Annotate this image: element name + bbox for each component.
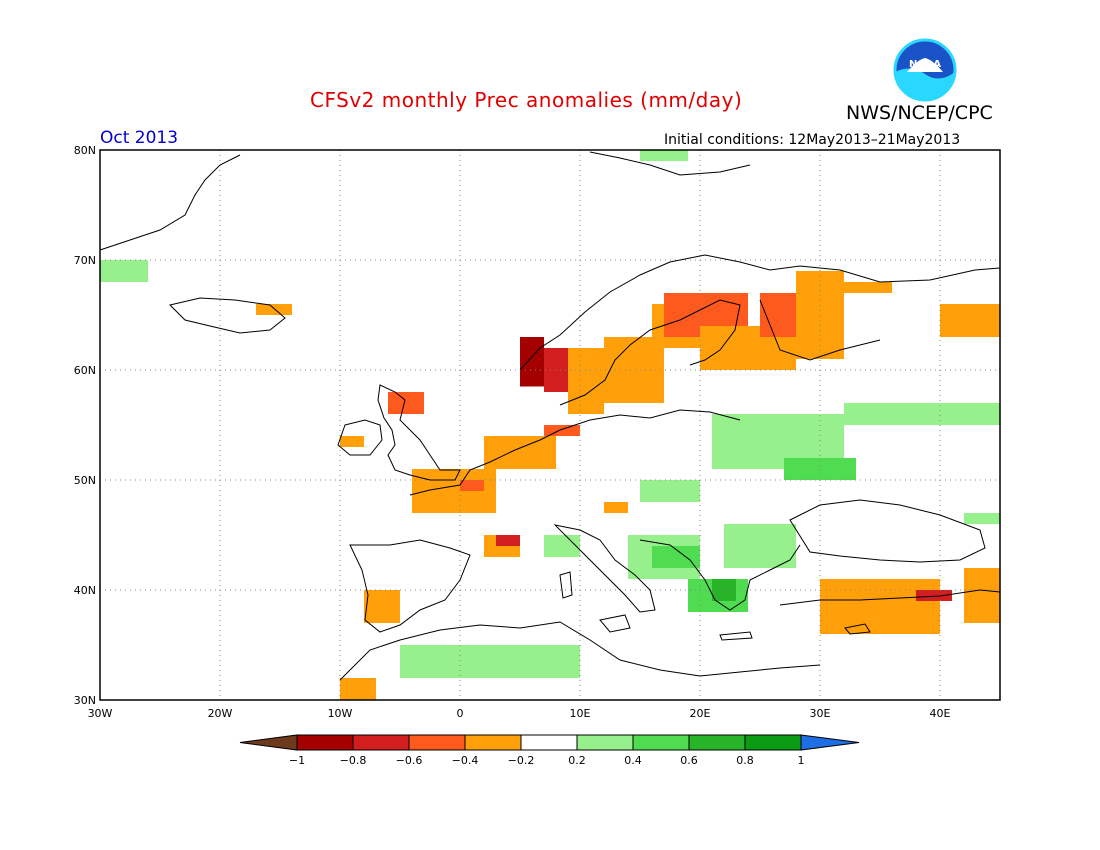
coastline-turkey [779, 589, 1001, 606]
anomaly-cell [604, 502, 628, 513]
lat-tick-label: 40N [74, 584, 96, 597]
anomaly-cell [964, 513, 1000, 524]
coastline-ireland [337, 419, 383, 456]
anomaly-cell [784, 458, 856, 480]
colorbar-swatch [688, 734, 746, 751]
colorbar-swatch [520, 734, 578, 751]
lat-tick-label: 80N [74, 144, 96, 157]
map-frame [99, 149, 1001, 701]
colorbar-label: −0.2 [508, 754, 535, 767]
svg-text:NOAA: NOAA [909, 59, 941, 70]
noaa-logo-icon: NOAA [893, 38, 957, 102]
anomaly-cell [844, 403, 1000, 425]
anomaly-cell [724, 524, 796, 568]
lon-tick-label: 10E [570, 707, 591, 720]
anomaly-cell [340, 678, 376, 700]
coastline-sweden-baltic [559, 299, 741, 406]
map-gridlines [100, 150, 1000, 700]
lon-tick-label: 10W [328, 707, 353, 720]
anomaly-cell [544, 425, 580, 436]
anomaly-cell [940, 304, 1000, 337]
colorbar-label: −1 [289, 754, 305, 767]
colorbar-swatch [576, 734, 634, 751]
colorbar-swatch [464, 734, 522, 751]
anomaly-cell [484, 436, 556, 469]
lat-tick-label: 50N [74, 474, 96, 487]
coastline-iceland [169, 297, 286, 334]
colorbar-swatches [239, 734, 860, 751]
colorbar-label: −0.4 [452, 754, 479, 767]
lat-tick-label: 70N [74, 254, 96, 267]
colorbar-low-arrow [239, 734, 298, 751]
forecast-month: Oct 2013 [100, 128, 179, 148]
lat-tick-label: 60N [74, 364, 96, 377]
lon-tick-label: 30W [88, 707, 113, 720]
anomaly-cell [640, 480, 700, 502]
anomaly-cell [916, 590, 952, 601]
coastline-cyprus [844, 623, 871, 635]
coastline-balkans [639, 539, 801, 611]
anomaly-cell [520, 337, 544, 387]
anomaly-cells [100, 150, 1000, 700]
chart-title: CFSv2 monthly Prec anomalies (mm/day) [310, 88, 743, 112]
colorbar-label: −0.8 [340, 754, 367, 767]
lon-tick-label: 20E [690, 707, 711, 720]
colorbar-label: 1 [798, 754, 805, 767]
colorbar-label: 0.2 [568, 754, 586, 767]
colorbar-swatch [632, 734, 690, 751]
anomaly-cell [640, 150, 688, 161]
coastline-great-britain [377, 384, 461, 481]
coastline-sardinia [559, 571, 573, 599]
lon-tick-label: 0 [457, 707, 464, 720]
colorbar-swatch [744, 734, 802, 751]
anomaly-cell [652, 546, 700, 568]
anomaly-cell [964, 568, 1000, 623]
axis-tick-labels: 30W 20W 10W 0 10E 20E 30E 40E 30N 40N 50N 60N 70N 80N [74, 144, 951, 720]
coastlines [99, 151, 1001, 681]
lon-tick-label: 20W [208, 707, 233, 720]
coastline-svalbard [589, 151, 751, 176]
coastline-scandinavia [519, 254, 1001, 371]
coastline-iberia [349, 539, 471, 633]
anomaly-cell [460, 480, 484, 491]
colorbar-swatch [296, 734, 354, 751]
colorbar-label: 0.4 [624, 754, 642, 767]
colorbar-swatch [408, 734, 466, 751]
colorbar-high-arrow [800, 734, 860, 751]
anomaly-cell [400, 645, 580, 678]
colorbar-label: 0.8 [736, 754, 754, 767]
lon-tick-label: 40E [930, 707, 951, 720]
anomaly-cell [340, 436, 364, 447]
coastline-continent [409, 409, 741, 496]
colorbar-label: −0.6 [396, 754, 423, 767]
colorbar-labels: −1 −0.8 −0.6 −0.4 −0.2 0.2 0.4 0.6 0.8 1 [289, 754, 805, 767]
coastline-black-sea [789, 499, 986, 563]
coastline-north-africa [339, 621, 821, 681]
lat-tick-label: 30N [74, 694, 96, 707]
anomaly-cell [388, 392, 424, 414]
coastline-sicily [599, 614, 631, 633]
colorbar-swatch [352, 734, 410, 751]
coastline-greenland [99, 154, 241, 251]
agency-label: NWS/NCEP/CPC [846, 102, 993, 124]
anomaly-cell [100, 260, 148, 282]
anomaly-cell [844, 282, 892, 293]
anomaly-cell [820, 579, 940, 634]
colorbar-label: 0.6 [680, 754, 698, 767]
anomaly-cell [712, 579, 736, 601]
coastline-italy [553, 524, 656, 613]
anomaly-cell [256, 304, 292, 315]
anomaly-cell [568, 348, 604, 414]
coastline-finland [759, 299, 881, 361]
lon-tick-label: 30E [810, 707, 831, 720]
coastline-crete [719, 631, 753, 641]
initial-conditions: Initial conditions: 12May2013–21May2013 [664, 132, 961, 148]
anomaly-cell [496, 535, 520, 546]
anomaly-cell [364, 590, 400, 623]
